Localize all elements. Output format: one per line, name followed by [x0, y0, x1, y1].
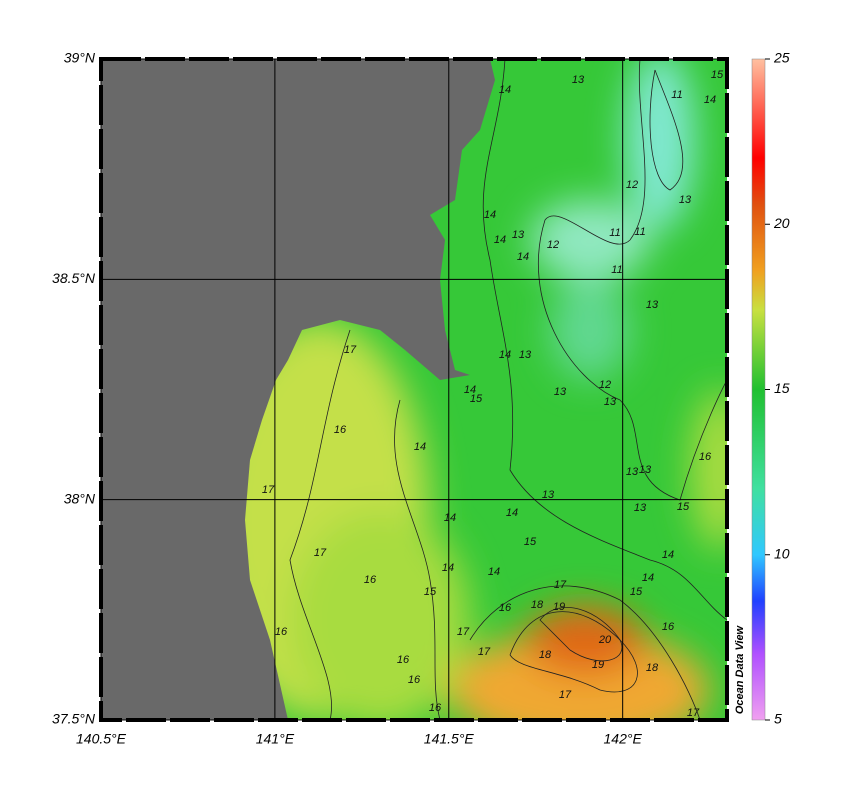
contour-label: 17	[687, 707, 700, 719]
map-field	[101, 59, 727, 720]
contour-label: 13	[572, 74, 585, 86]
contour-label: 11	[671, 89, 682, 101]
contour-label: 17	[559, 689, 572, 701]
contour-label: 14	[662, 549, 674, 561]
watermark: Ocean Data View	[734, 624, 746, 714]
contour-label: 15	[524, 536, 537, 548]
contour-label: 15	[630, 586, 643, 598]
y-tick-label: 37.5°N	[52, 711, 96, 727]
contour-label: 18	[539, 649, 552, 661]
contour-label: 17	[344, 344, 357, 356]
contour-label: 13	[639, 464, 652, 476]
contour-label: 12	[599, 379, 611, 391]
x-tick-label: 140.5°E	[76, 731, 127, 747]
y-tick-label: 39°N	[64, 50, 96, 66]
contour-label: 20	[598, 634, 612, 646]
colorbar	[751, 58, 766, 721]
contour-label: 13	[646, 299, 659, 311]
colorbar-tick-label: 25	[773, 50, 790, 66]
contour-label: 14	[499, 349, 511, 361]
contour-label: 17	[478, 646, 491, 658]
contour-label: 13	[512, 229, 525, 241]
contour-label: 12	[626, 179, 638, 191]
contour-label: 14	[517, 251, 529, 263]
contour-label: 16	[334, 424, 347, 436]
contour-label: 19	[553, 601, 565, 613]
contour-label: 13	[634, 502, 647, 514]
colorbar-tick-label: 15	[774, 380, 790, 396]
contour-label: 11	[634, 226, 645, 238]
contour-label: 14	[494, 234, 506, 246]
contour-label: 14	[444, 512, 456, 524]
colorbar-tick-label: 10	[774, 545, 790, 561]
contour-label: 15	[677, 501, 690, 513]
contour-label: 16	[699, 451, 712, 463]
contour-label: 14	[488, 566, 500, 578]
contour-label: 19	[592, 659, 604, 671]
contour-label: 13	[542, 489, 555, 501]
contour-label: 13	[554, 386, 567, 398]
contour-label: 16	[662, 621, 675, 633]
contour-label: 13	[519, 349, 532, 361]
contour-label: 13	[604, 396, 617, 408]
contour-label: 12	[547, 239, 559, 251]
contour-label: 14	[704, 94, 716, 106]
contour-label: 14	[414, 441, 426, 453]
contour-label: 17	[262, 484, 275, 496]
contour-label: 11	[611, 264, 622, 276]
x-tick-label: 142°E	[604, 731, 643, 747]
contour-label: 16	[275, 626, 288, 638]
colorbar-tick-label: 5	[774, 711, 782, 727]
contour-label: 15	[424, 586, 437, 598]
contour-label: 11	[609, 227, 620, 239]
y-tick-label: 38.5°N	[52, 270, 96, 286]
contour-label: 13	[679, 194, 692, 206]
contour-label: 14	[464, 384, 476, 396]
contour-label: 18	[531, 599, 544, 611]
y-tick-label: 38°N	[64, 490, 96, 506]
contour-label: 14	[642, 572, 654, 584]
x-tick-label: 141°E	[256, 731, 295, 747]
contour-label: 14	[442, 562, 454, 574]
contour-label: 13	[626, 466, 639, 478]
contour-label: 14	[499, 84, 511, 96]
x-tick-label: 141.5°E	[424, 731, 475, 747]
contour-label: 14	[484, 209, 496, 221]
contour-label: 14	[506, 507, 518, 519]
contour-label: 16	[364, 574, 377, 586]
contour-label: 17	[554, 579, 567, 591]
contour-label: 16	[408, 674, 421, 686]
contour-label: 15	[711, 69, 724, 81]
contour-label: 16	[429, 702, 442, 714]
contour-label: 16	[397, 654, 410, 666]
contour-label: 17	[314, 547, 327, 559]
contour-label: 15	[470, 393, 483, 405]
colorbar-tick-label: 20	[773, 215, 790, 231]
contour-label: 18	[646, 662, 659, 674]
contour-label: 17	[457, 626, 470, 638]
contour-label: 16	[499, 602, 512, 614]
